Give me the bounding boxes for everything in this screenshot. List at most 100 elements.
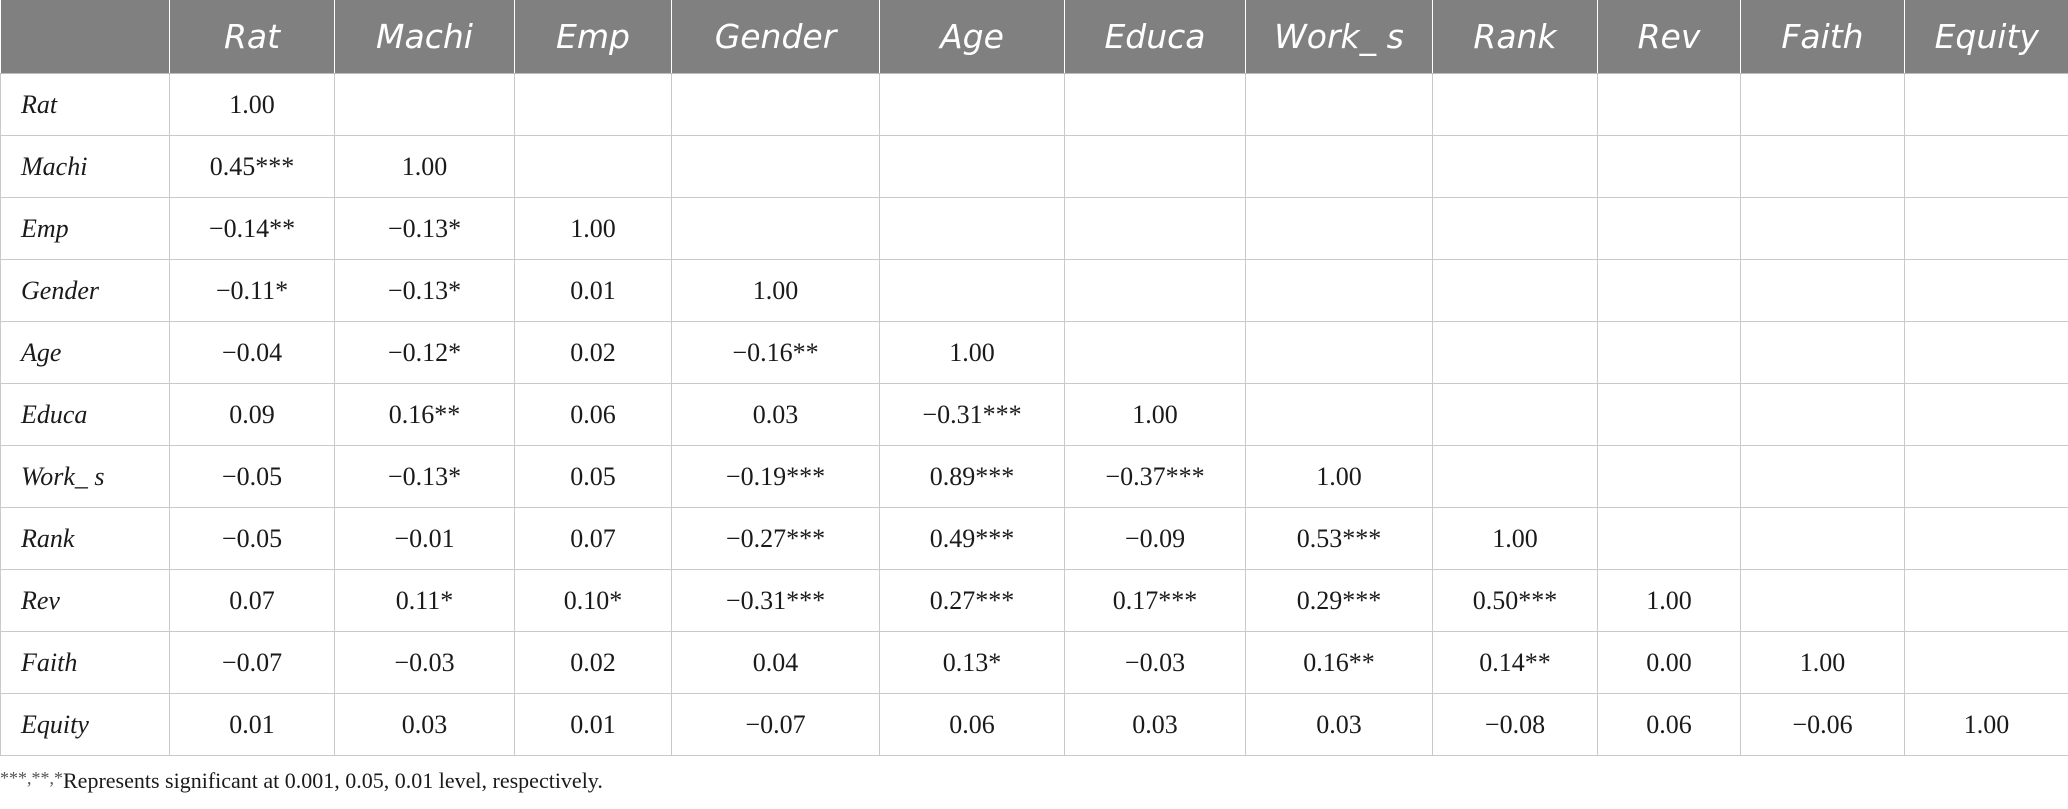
table-cell [1904,73,2068,136]
table-cell: −0.04 [169,321,335,384]
table-cell: −0.19*** [671,445,880,508]
table-cell: −0.31*** [879,383,1065,446]
table-cell [1597,507,1741,570]
table-cell [1245,321,1433,384]
table-cell: 0.49*** [879,507,1065,570]
table-cell [1064,73,1246,136]
table-cell: 0.06 [514,383,672,446]
table-cell [1740,135,1905,198]
table-cell [879,135,1065,198]
row-label: Emp [0,197,170,260]
header-cell: Emp [514,0,672,74]
table-cell: −0.01 [334,507,515,570]
table-cell: 1.00 [1904,693,2068,756]
table-cell: −0.05 [169,445,335,508]
table-cell: −0.31*** [671,569,880,632]
row-label: Rat [0,73,170,136]
table-row: Rank −0.05 −0.01 0.07 −0.27*** 0.49*** −0.09 0.… [0,507,2068,570]
table-cell: 0.27*** [879,569,1065,632]
table-body: Rat 1.00 Machi 0.45*** 1.00 Emp −0.14** −0.13* 1… [0,73,2068,756]
table-row: Faith −0.07 −0.03 0.02 0.04 0.13* −0.03 0.16** 0… [0,631,2068,694]
table-cell: −0.08 [1432,693,1598,756]
table-cell: 0.03 [1064,693,1246,756]
table-cell [879,73,1065,136]
table-cell: 0.01 [514,259,672,322]
table-cell: −0.13* [334,259,515,322]
table-cell [879,197,1065,260]
row-label: Rank [0,507,170,570]
table-cell: −0.06 [1740,693,1905,756]
table-cell: 0.07 [514,507,672,570]
table-cell [1597,135,1741,198]
header-cell: Educa [1064,0,1246,74]
table-cell [1904,383,2068,446]
header-row: Rat Machi Emp Gender Age Educa Work_ s R… [0,0,2068,74]
table-cell [1432,445,1598,508]
table-cell [1904,197,2068,260]
table-cell [1245,135,1433,198]
header-cell: Work_ s [1245,0,1433,74]
table-cell [1740,383,1905,446]
table-cell: 0.14** [1432,631,1598,694]
table-cell [671,197,880,260]
table-cell: −0.05 [169,507,335,570]
row-label: Educa [0,383,170,446]
table-cell: 0.03 [671,383,880,446]
table-row: Machi 0.45*** 1.00 [0,135,2068,198]
table-cell: 0.17*** [1064,569,1246,632]
table-cell: −0.07 [169,631,335,694]
header-cell: Rat [169,0,335,74]
table-cell: 1.00 [1432,507,1598,570]
header-cell: Rank [1432,0,1598,74]
table-cell: −0.13* [334,445,515,508]
table-cell [1740,445,1905,508]
row-label: Machi [0,135,170,198]
table-cell: 1.00 [514,197,672,260]
table-cell [879,259,1065,322]
table-cell [1597,73,1741,136]
table-cell: 0.05 [514,445,672,508]
table-cell [1064,135,1246,198]
row-label: Age [0,321,170,384]
table-cell: 0.10* [514,569,672,632]
table-cell: 1.00 [1597,569,1741,632]
table-row: Emp −0.14** −0.13* 1.00 [0,197,2068,260]
header-cell: Age [879,0,1065,74]
table-cell [514,73,672,136]
table-cell [1432,73,1598,136]
table-row: Equity 0.01 0.03 0.01 −0.07 0.06 0.03 0.03 −0.08… [0,693,2068,756]
table-cell [1064,321,1246,384]
table-cell [1245,383,1433,446]
table-cell: 0.16** [334,383,515,446]
table-row: Rev 0.07 0.11* 0.10* −0.31*** 0.27*** 0.17*** 0… [0,569,2068,632]
table-cell [1904,321,2068,384]
table-cell: 0.00 [1597,631,1741,694]
table-cell: 0.53*** [1245,507,1433,570]
table-footnote: ***,**,*Represents significant at 0.001,… [0,768,603,794]
table-cell: 1.00 [879,321,1065,384]
table-cell [1597,197,1741,260]
table-row: Educa 0.09 0.16** 0.06 0.03 −0.31*** 1.00 [0,383,2068,446]
table-cell: 0.11* [334,569,515,632]
table-cell [1740,197,1905,260]
table-cell [671,135,880,198]
table-cell: −0.12* [334,321,515,384]
table-cell: 1.00 [1245,445,1433,508]
row-label: Rev [0,569,170,632]
table-cell [1432,197,1598,260]
table-cell: −0.16** [671,321,880,384]
table-cell [1064,259,1246,322]
table-cell: 0.45*** [169,135,335,198]
table-cell: −0.37*** [1064,445,1246,508]
table-cell [1597,383,1741,446]
table-cell: 0.01 [169,693,335,756]
table-cell: 1.00 [1740,631,1905,694]
table-cell: −0.13* [334,197,515,260]
table-cell [1245,73,1433,136]
header-cell: Machi [334,0,515,74]
footnote-stars: ***,**,* [0,768,63,788]
table-cell [1904,507,2068,570]
table-cell: −0.03 [334,631,515,694]
table-cell [1245,197,1433,260]
table-cell [1432,259,1598,322]
